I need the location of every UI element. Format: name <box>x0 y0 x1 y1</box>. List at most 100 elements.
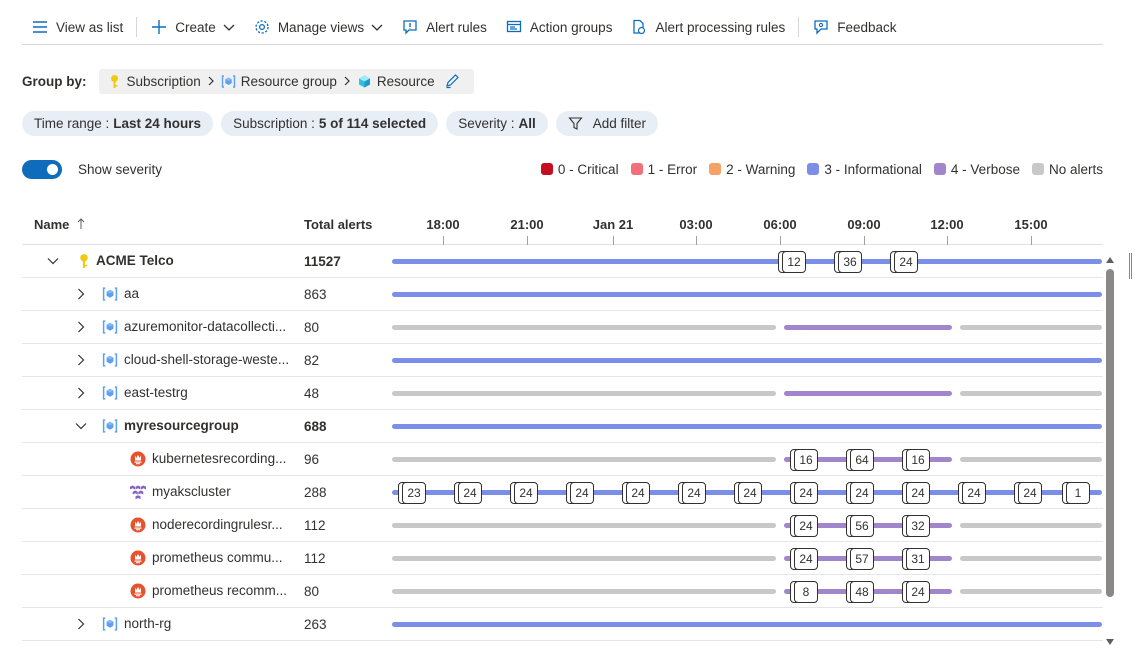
alert-count-marker[interactable]: 64 <box>846 449 874 471</box>
alert-count-marker[interactable]: 32 <box>902 515 930 537</box>
timeline-bar-segment[interactable] <box>392 424 1102 429</box>
alert-count-marker[interactable]: 8 <box>790 581 818 603</box>
table-row[interactable]: north-rg 263 <box>22 608 1103 641</box>
add-filter-button[interactable]: Add filter <box>555 111 659 136</box>
row-name[interactable]: east-testrg <box>124 385 188 400</box>
timeline-bar-segment[interactable] <box>392 589 776 594</box>
chevron-right-icon[interactable] <box>74 617 88 631</box>
timeline-bar-segment[interactable] <box>392 292 1102 297</box>
alert-count-marker[interactable]: 16 <box>902 449 930 471</box>
timeline-bar-segment[interactable] <box>784 325 952 330</box>
row-name[interactable]: myakscluster <box>152 484 231 499</box>
timeline-bar-segment[interactable] <box>960 391 1102 396</box>
scroll-up-arrow-icon[interactable] <box>1105 255 1115 265</box>
alert-rules-button[interactable]: Alert rules <box>392 11 496 43</box>
timeline-bar-segment[interactable] <box>960 589 1102 594</box>
timeline-bar-segment[interactable] <box>960 556 1102 561</box>
row-name[interactable]: ACME Telco <box>96 253 174 268</box>
vertical-scrollbar[interactable] <box>1105 255 1115 647</box>
alert-count-marker[interactable]: 24 <box>510 482 538 504</box>
feedback-button[interactable]: Feedback <box>803 11 905 43</box>
row-name[interactable]: north-rg <box>124 616 172 631</box>
alert-count-marker[interactable]: 24 <box>622 482 650 504</box>
row-name[interactable]: prometheus commu... <box>152 550 283 565</box>
alert-count-marker[interactable]: 24 <box>1014 482 1042 504</box>
table-row[interactable]: myakscluster 288 23 24 24 24 24 24 24 24 24 24 24 24 1 <box>22 476 1103 509</box>
timeline-bar-segment[interactable] <box>392 457 776 462</box>
table-row[interactable]: myresourcegroup 688 <box>22 410 1103 443</box>
alert-count-marker[interactable]: 24 <box>790 548 818 570</box>
table-row[interactable]: kubernetesrecording... 96 16 64 16 <box>22 443 1103 476</box>
table-row[interactable]: azuremonitor-datacollecti... 80 <box>22 311 1103 344</box>
chevron-down-icon[interactable] <box>74 419 88 433</box>
subscription-filter[interactable]: Subscription : 5 of 114 selected <box>221 111 439 136</box>
alert-count-marker[interactable]: 31 <box>902 548 930 570</box>
table-row[interactable]: aa 863 <box>22 278 1103 311</box>
alert-count-marker[interactable]: 24 <box>846 482 874 504</box>
view-as-list-button[interactable]: View as list <box>22 11 132 43</box>
timeline-bar-segment[interactable] <box>392 259 1102 264</box>
create-button[interactable]: Create <box>141 11 244 43</box>
row-name[interactable]: azuremonitor-datacollecti... <box>124 319 287 334</box>
timeline-bar-segment[interactable] <box>392 622 1102 627</box>
chevron-down-icon[interactable] <box>46 254 60 268</box>
edit-pencil-icon[interactable] <box>444 73 460 89</box>
timeline-bar-segment[interactable] <box>392 325 776 330</box>
row-name[interactable]: noderecordingrulesr... <box>152 517 283 532</box>
row-name[interactable]: prometheus recomm... <box>152 583 288 598</box>
chevron-right-icon[interactable] <box>74 353 88 367</box>
name-column-header[interactable]: Name <box>34 217 85 233</box>
alert-count-marker[interactable]: 24 <box>454 482 482 504</box>
timeline-bar-segment[interactable] <box>960 523 1102 528</box>
alert-count-marker[interactable]: 24 <box>902 482 930 504</box>
table-row[interactable]: cloud-shell-storage-weste... 82 <box>22 344 1103 377</box>
pane-resize-grip[interactable] <box>1129 253 1132 279</box>
alert-count-marker[interactable]: 56 <box>846 515 874 537</box>
timeline-bar-segment[interactable] <box>392 358 1102 363</box>
row-name[interactable]: myresourcegroup <box>124 418 239 433</box>
chevron-right-icon[interactable] <box>74 287 88 301</box>
alert-count-marker[interactable]: 12 <box>778 251 806 273</box>
alert-count-marker[interactable]: 36 <box>834 251 862 273</box>
prometheus-icon <box>130 517 146 533</box>
time-range-filter[interactable]: Time range : Last 24 hours <box>22 111 214 136</box>
table-row[interactable]: ACME Telco 11527 12 36 24 <box>22 245 1103 278</box>
timeline-bar-segment[interactable] <box>392 556 776 561</box>
alert-count-marker[interactable]: 24 <box>958 482 986 504</box>
alert-count-marker[interactable]: 24 <box>734 482 762 504</box>
alert-count-marker[interactable]: 24 <box>790 482 818 504</box>
scrollbar-thumb[interactable] <box>1106 269 1114 597</box>
row-name[interactable]: kubernetesrecording... <box>152 451 287 466</box>
total-alerts-column-header[interactable]: Total alerts <box>304 217 373 232</box>
row-name[interactable]: aa <box>124 286 140 301</box>
alert-count-marker[interactable]: 57 <box>846 548 874 570</box>
timeline-bar-segment[interactable] <box>392 391 776 396</box>
group-by-selector[interactable]: Subscription Resource group Resource <box>98 68 474 94</box>
timeline-bar-segment[interactable] <box>960 457 1102 462</box>
alert-count-marker[interactable]: 1 <box>1062 482 1090 504</box>
timeline-bar-segment[interactable] <box>960 325 1102 330</box>
alert-count-marker[interactable]: 24 <box>902 581 930 603</box>
chevron-right-icon[interactable] <box>74 386 88 400</box>
alert-processing-rules-button[interactable]: Alert processing rules <box>621 11 794 43</box>
table-row[interactable]: east-testrg 48 <box>22 377 1103 410</box>
timeline-bar-segment[interactable] <box>392 523 776 528</box>
alert-count-marker[interactable]: 23 <box>398 482 426 504</box>
alert-count-marker[interactable]: 24 <box>566 482 594 504</box>
severity-filter[interactable]: Severity : All <box>446 111 548 136</box>
manage-views-button[interactable]: Manage views <box>244 11 392 43</box>
action-groups-button[interactable]: Action groups <box>496 11 622 43</box>
alert-count-marker[interactable]: 24 <box>890 251 918 273</box>
chevron-right-icon[interactable] <box>74 320 88 334</box>
row-name[interactable]: cloud-shell-storage-weste... <box>124 352 290 367</box>
alert-count-marker[interactable]: 48 <box>846 581 874 603</box>
table-row[interactable]: noderecordingrulesr... 112 24 56 32 <box>22 509 1103 542</box>
table-row[interactable]: prometheus commu... 112 24 57 31 <box>22 542 1103 575</box>
scroll-down-arrow-icon[interactable] <box>1105 637 1115 647</box>
alert-count-marker[interactable]: 24 <box>790 515 818 537</box>
show-severity-toggle[interactable] <box>22 159 62 179</box>
alert-count-marker[interactable]: 16 <box>790 449 818 471</box>
alert-count-marker[interactable]: 24 <box>678 482 706 504</box>
table-row[interactable]: prometheus recomm... 80 8 48 24 <box>22 575 1103 608</box>
timeline-bar-segment[interactable] <box>784 391 952 396</box>
